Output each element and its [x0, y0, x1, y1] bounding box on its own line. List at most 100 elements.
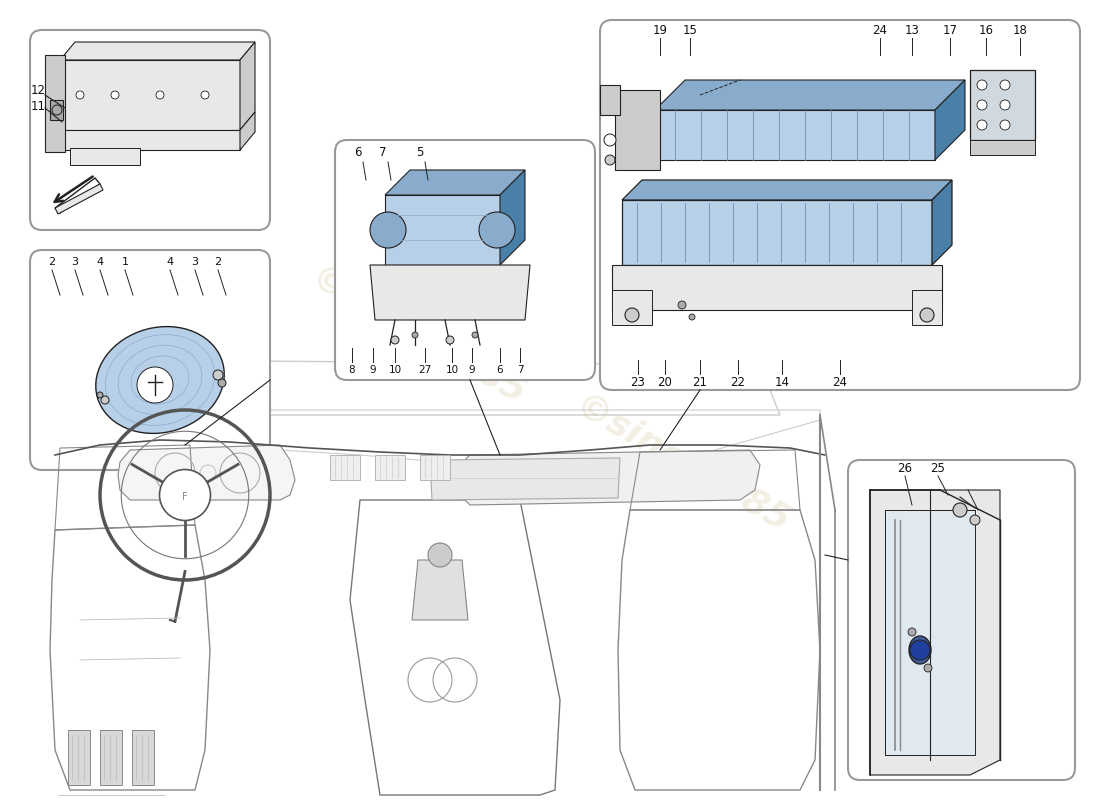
Circle shape [604, 134, 616, 146]
Polygon shape [240, 42, 255, 130]
Polygon shape [118, 445, 295, 500]
Polygon shape [615, 90, 660, 170]
Polygon shape [395, 197, 490, 263]
Polygon shape [420, 455, 450, 480]
Text: 27: 27 [418, 365, 431, 375]
Polygon shape [430, 458, 620, 500]
Circle shape [412, 332, 418, 338]
Text: 15: 15 [683, 23, 697, 37]
Polygon shape [50, 100, 63, 120]
Circle shape [213, 370, 223, 380]
Polygon shape [240, 112, 255, 150]
Polygon shape [970, 140, 1035, 155]
Text: 10: 10 [388, 365, 401, 375]
Polygon shape [621, 180, 952, 200]
Text: 16: 16 [979, 23, 993, 37]
Circle shape [1000, 120, 1010, 130]
Text: 13: 13 [904, 23, 920, 37]
Text: 11: 11 [31, 99, 45, 113]
Ellipse shape [96, 326, 224, 434]
Text: 2: 2 [48, 257, 56, 267]
Polygon shape [612, 265, 942, 310]
Polygon shape [132, 730, 154, 785]
Text: 22: 22 [730, 377, 746, 390]
Polygon shape [385, 195, 501, 265]
Text: 1: 1 [121, 257, 129, 267]
Circle shape [156, 91, 164, 99]
Polygon shape [932, 180, 952, 265]
Circle shape [977, 100, 987, 110]
Polygon shape [370, 265, 530, 320]
Text: ©since1985: ©since1985 [569, 389, 795, 539]
Circle shape [908, 628, 916, 636]
Text: 10: 10 [446, 365, 459, 375]
Polygon shape [55, 178, 100, 213]
Polygon shape [60, 130, 240, 150]
Text: 24: 24 [833, 377, 847, 390]
FancyBboxPatch shape [848, 460, 1075, 780]
Circle shape [390, 336, 399, 344]
Polygon shape [970, 70, 1035, 140]
Text: 2: 2 [214, 257, 221, 267]
Text: 8: 8 [349, 365, 355, 375]
Text: 4: 4 [166, 257, 174, 267]
Text: 17: 17 [943, 23, 957, 37]
Polygon shape [385, 170, 525, 195]
Circle shape [1000, 100, 1010, 110]
Text: 3: 3 [191, 257, 198, 267]
Text: ©since1985: ©since1985 [305, 261, 531, 411]
Text: 14: 14 [774, 377, 790, 390]
Circle shape [953, 503, 967, 517]
Text: 5: 5 [416, 146, 424, 159]
Polygon shape [621, 200, 932, 265]
Text: 26: 26 [898, 462, 913, 474]
Circle shape [920, 308, 934, 322]
Polygon shape [600, 85, 620, 115]
Circle shape [977, 80, 987, 90]
Polygon shape [55, 184, 103, 214]
Circle shape [910, 640, 930, 660]
Circle shape [446, 336, 454, 344]
Circle shape [111, 91, 119, 99]
Circle shape [689, 314, 695, 320]
Circle shape [218, 379, 226, 387]
Text: 20: 20 [658, 377, 672, 390]
Text: 3: 3 [72, 257, 78, 267]
Text: 9: 9 [370, 365, 376, 375]
Text: 25: 25 [931, 462, 945, 474]
Text: F: F [183, 492, 188, 502]
Polygon shape [612, 290, 652, 325]
Polygon shape [60, 60, 240, 130]
Circle shape [924, 664, 932, 672]
Circle shape [625, 308, 639, 322]
FancyBboxPatch shape [30, 30, 270, 230]
Polygon shape [330, 455, 360, 480]
Circle shape [160, 470, 210, 521]
Polygon shape [500, 170, 525, 265]
Circle shape [678, 301, 686, 309]
Circle shape [605, 155, 615, 165]
Circle shape [370, 212, 406, 248]
Polygon shape [45, 55, 65, 152]
Circle shape [1000, 80, 1010, 90]
Polygon shape [452, 450, 760, 505]
Circle shape [52, 105, 62, 115]
Polygon shape [375, 455, 405, 480]
Text: 21: 21 [693, 377, 707, 390]
FancyBboxPatch shape [30, 250, 270, 470]
Polygon shape [412, 560, 468, 620]
Polygon shape [654, 110, 935, 160]
Polygon shape [935, 80, 965, 160]
Polygon shape [100, 730, 122, 785]
Text: 19: 19 [652, 23, 668, 37]
Polygon shape [68, 730, 90, 785]
Polygon shape [654, 80, 965, 110]
Circle shape [201, 91, 209, 99]
Polygon shape [886, 510, 975, 755]
Text: 23: 23 [630, 377, 646, 390]
Ellipse shape [909, 636, 931, 664]
Text: 18: 18 [1013, 23, 1027, 37]
FancyBboxPatch shape [600, 20, 1080, 390]
Circle shape [138, 367, 173, 403]
Circle shape [472, 332, 478, 338]
